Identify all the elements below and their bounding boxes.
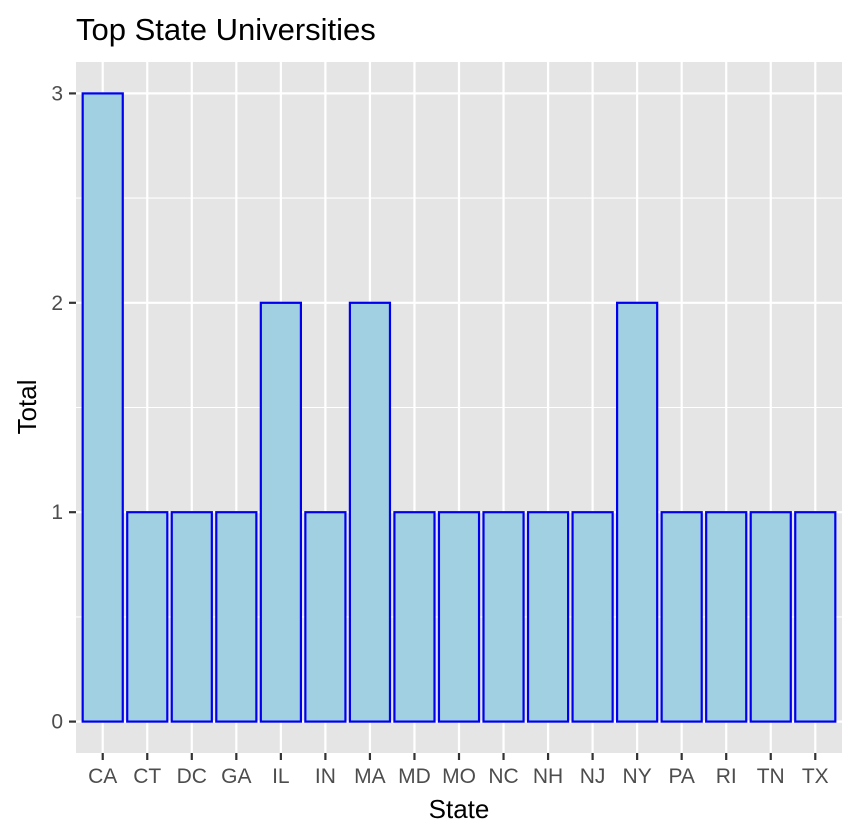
bar-in xyxy=(304,511,347,723)
bar-nh xyxy=(526,511,570,723)
y-axis-title: Total xyxy=(12,380,42,435)
x-tick-label-ny: NY xyxy=(623,765,652,788)
bar-md xyxy=(393,511,436,723)
bar-ct xyxy=(126,511,169,723)
y-axis: 0 1 2 3 xyxy=(51,82,76,734)
x-axis-title: State xyxy=(429,794,490,824)
bar-pa xyxy=(660,511,703,723)
x-tick-label-tx: TX xyxy=(802,765,829,788)
x-tick-label-ca: CA xyxy=(88,765,117,788)
bar-tn xyxy=(749,511,792,723)
x-tick-label-ri: RI xyxy=(716,765,737,788)
x-tick-label-il: IL xyxy=(272,765,290,788)
y-tick-label: 3 xyxy=(51,82,63,105)
bar-dc xyxy=(170,511,213,723)
x-tick-label-nc: NC xyxy=(488,765,518,788)
x-tick-label-ma: MA xyxy=(354,765,386,788)
x-tick-label-ga: GA xyxy=(221,765,251,788)
x-tick-label-dc: DC xyxy=(177,765,207,788)
x-tick-label-in: IN xyxy=(315,765,336,788)
bar-mo xyxy=(437,511,481,723)
bar-ri xyxy=(705,511,748,723)
y-tick-label: 1 xyxy=(51,501,63,524)
x-tick-label-nj: NJ xyxy=(580,765,606,788)
bar-ca xyxy=(81,92,124,723)
x-tick-label-nh: NH xyxy=(533,765,563,788)
bar-tx xyxy=(794,511,837,723)
chart-title: Top State Universities xyxy=(76,12,376,47)
x-tick-label-md: MD xyxy=(398,765,431,788)
bar-ny xyxy=(615,301,659,723)
y-tick-label: 0 xyxy=(51,711,63,734)
bar-il xyxy=(259,301,303,723)
bar-nc xyxy=(482,511,525,723)
bar-ma xyxy=(348,301,392,723)
x-tick-label-mo: MO xyxy=(442,765,476,788)
x-tick-label-tn: TN xyxy=(757,765,785,788)
bar-nj xyxy=(571,511,614,723)
x-tick-label-ct: CT xyxy=(133,765,161,788)
x-axis: CA CT DC GA IL IN MA MD MO NC NH NJ NY PA RI TN TX xyxy=(88,753,829,788)
x-tick-label-pa: PA xyxy=(668,765,694,788)
bar-ga xyxy=(215,511,258,723)
bars xyxy=(81,92,837,723)
y-tick-label: 2 xyxy=(51,292,63,315)
